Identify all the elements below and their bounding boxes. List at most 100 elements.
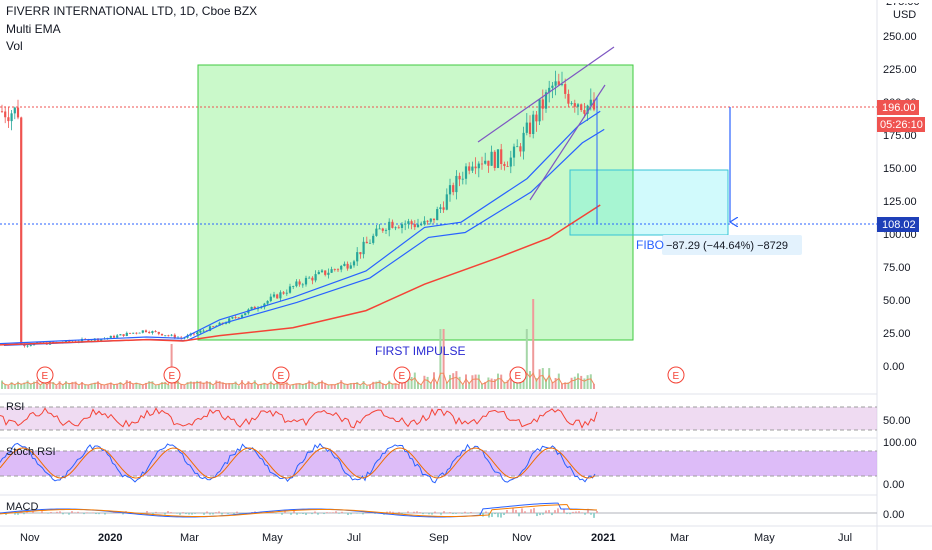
volume-bar [273, 384, 275, 389]
macd-histogram-bar [551, 513, 553, 516]
volume-bar [186, 382, 189, 389]
volume-bar [548, 368, 551, 389]
volume-bar [167, 384, 170, 389]
volume-bar [71, 381, 74, 389]
volume-bar [228, 383, 231, 389]
candle-body [535, 114, 538, 122]
volume-bar [106, 383, 109, 389]
volume-bar [103, 385, 106, 389]
fibo-target-box[interactable] [569, 169, 729, 236]
volume-bar [554, 377, 557, 389]
macd-histogram-bar [392, 511, 394, 513]
macd-histogram-bar [434, 511, 436, 513]
candle-body [391, 221, 394, 228]
macd-histogram-bar [305, 513, 307, 515]
macd-histogram-bar [578, 511, 580, 513]
time-tick-may-2021: May [754, 532, 775, 544]
macd-histogram-bar [497, 513, 499, 518]
macd-histogram-bar [455, 513, 457, 514]
macd-histogram-bar [440, 513, 442, 515]
macd-histogram-bar [335, 511, 337, 513]
volume-bar [183, 385, 186, 389]
time-tick-mar-2020: Mar [180, 532, 199, 544]
macd-histogram-bar [350, 513, 352, 515]
candle-body [269, 296, 272, 301]
macd-histogram-bar [362, 513, 364, 515]
macd-histogram-bar [566, 513, 568, 515]
volume-bar [212, 385, 215, 389]
volume-bar [218, 381, 221, 389]
candle-body [272, 294, 276, 297]
volume-bar [234, 381, 237, 389]
macd-histogram-bar [470, 511, 472, 513]
volume-bar [474, 374, 477, 389]
time-axis[interactable]: Nov 2020 Mar May Jul Sep Nov 2021 Mar Ma… [20, 532, 852, 544]
volume-bar [580, 375, 583, 389]
price-tick-150: 150.00 [883, 163, 917, 175]
volume-bar [68, 383, 71, 389]
indicator-label-vol[interactable]: Vol [6, 39, 23, 53]
candle-body [327, 272, 330, 275]
candle-body [560, 84, 564, 85]
candle-body [333, 269, 336, 270]
candle-body [301, 284, 304, 286]
macd-histogram-bar [32, 511, 34, 513]
volume-bar [100, 384, 103, 389]
volume-bar [45, 384, 48, 389]
macd-histogram-bar [491, 513, 493, 517]
earnings-marker: E [163, 366, 181, 384]
price-tick-225: 225.00 [883, 64, 917, 76]
macd-histogram-bar [581, 512, 583, 513]
first-impulse-box[interactable] [197, 64, 634, 341]
volume-bar [337, 382, 339, 389]
volume-bar [180, 384, 183, 389]
macd-histogram-bar [206, 511, 208, 513]
macd-histogram-bar [407, 511, 409, 513]
countdown-value: 05:26:10 [880, 119, 923, 131]
macd-histogram-bar [452, 513, 454, 515]
time-tick-sep-2020: Sep [429, 532, 449, 544]
volume-bar [151, 381, 154, 389]
macd-histogram-bar [530, 509, 532, 513]
volume-bar [61, 385, 64, 389]
indicator-label-ema[interactable]: Multi EMA [6, 22, 61, 36]
macd-histogram-bar [68, 513, 70, 515]
volume-bar [557, 373, 560, 389]
candle-body [384, 230, 388, 231]
candle-body [10, 113, 13, 122]
candle-body [576, 104, 580, 107]
candle-body [522, 132, 525, 152]
volume-bar [298, 383, 301, 389]
stoch-band [0, 451, 877, 476]
candle-body [29, 345, 32, 347]
candle-body [365, 241, 368, 244]
stoch-d-line [0, 447, 596, 479]
candle-body [416, 224, 420, 228]
volume-bar [551, 381, 554, 389]
target-price-value: 108.02 [882, 219, 916, 231]
macd-histogram-bar [482, 513, 484, 517]
macd-histogram-bar [584, 513, 586, 515]
volume-bar [209, 381, 211, 389]
macd-histogram-bar [275, 513, 277, 514]
volume-bar [407, 372, 410, 389]
macd-histogram-bar [467, 513, 469, 514]
price-axis[interactable]: 275.00 USD 250.00 225.00 200.00 175.00 1… [877, 0, 932, 521]
volume-bar [199, 381, 202, 389]
candle-body [234, 317, 237, 318]
candle-body [426, 220, 429, 222]
volume-bar [148, 381, 151, 389]
volume-bar [276, 381, 279, 389]
wedge-upper-line[interactable] [477, 46, 615, 143]
wedge-lower-line[interactable] [529, 84, 606, 201]
macd-histogram-bar [590, 513, 592, 515]
volume-bar [311, 381, 314, 389]
time-tick-jul-2020: Jul [347, 532, 361, 544]
candle-body [378, 228, 381, 230]
macd-histogram-bar [344, 513, 346, 514]
stoch-tick-100: 100.00 [883, 437, 917, 449]
candle-body [413, 224, 416, 228]
macd-histogram-bar [224, 512, 226, 513]
